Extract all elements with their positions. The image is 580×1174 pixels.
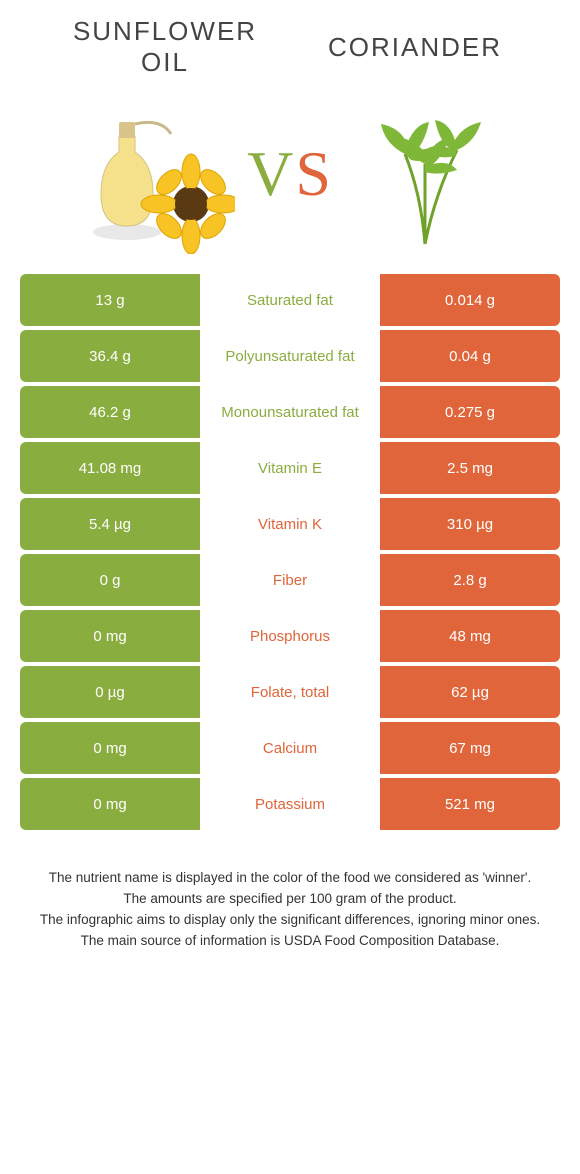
nutrient-label: Saturated fat [200,274,380,326]
right-value: 0.04 g [380,330,560,382]
table-row: 0 g Fiber 2.8 g [20,554,560,606]
table-row: 0 mg Calcium 67 mg [20,722,560,774]
vs-label: VS [247,137,333,211]
vs-s: S [295,138,333,209]
nutrient-label: Calcium [200,722,380,774]
right-food-title: CORIANDER [290,32,540,63]
footer-line: The nutrient name is displayed in the co… [36,868,544,889]
footer-notes: The nutrient name is displayed in the co… [0,834,580,952]
right-value: 48 mg [380,610,560,662]
right-value: 2.5 mg [380,442,560,494]
table-row: 13 g Saturated fat 0.014 g [20,274,560,326]
left-value: 0 g [20,554,200,606]
footer-line: The amounts are specified per 100 gram o… [36,889,544,910]
hero-row: VS [0,88,580,268]
table-row: 5.4 µg Vitamin K 310 µg [20,498,560,550]
left-value: 41.08 mg [20,442,200,494]
left-value: 0 mg [20,610,200,662]
table-row: 0 mg Potassium 521 mg [20,778,560,830]
left-value: 0 mg [20,778,200,830]
right-value: 310 µg [380,498,560,550]
nutrient-label: Vitamin K [200,498,380,550]
left-food-title-line1: SUNFLOWER [73,16,257,46]
nutrient-label: Potassium [200,778,380,830]
table-row: 0 µg Folate, total 62 µg [20,666,560,718]
nutrient-label: Folate, total [200,666,380,718]
nutrient-label: Vitamin E [200,442,380,494]
sunflower-oil-icon [75,94,235,254]
nutrient-label: Fiber [200,554,380,606]
footer-line: The main source of information is USDA F… [36,931,544,952]
left-value: 0 mg [20,722,200,774]
coriander-icon [345,94,505,254]
comparison-table: 13 g Saturated fat 0.014 g 36.4 g Polyun… [20,274,560,830]
right-value: 521 mg [380,778,560,830]
right-value: 62 µg [380,666,560,718]
left-value: 36.4 g [20,330,200,382]
nutrient-label: Monounsaturated fat [200,386,380,438]
right-value: 2.8 g [380,554,560,606]
left-food-title: SUNFLOWER OIL [40,16,290,78]
right-value: 67 mg [380,722,560,774]
left-value: 46.2 g [20,386,200,438]
right-value: 0.275 g [380,386,560,438]
left-value: 13 g [20,274,200,326]
nutrient-label: Polyunsaturated fat [200,330,380,382]
left-food-title-line2: OIL [141,47,189,77]
vs-v: V [247,138,295,209]
left-value: 5.4 µg [20,498,200,550]
footer-line: The infographic aims to display only the… [36,910,544,931]
title-row: SUNFLOWER OIL CORIANDER [0,16,580,88]
table-row: 46.2 g Monounsaturated fat 0.275 g [20,386,560,438]
table-row: 0 mg Phosphorus 48 mg [20,610,560,662]
left-value: 0 µg [20,666,200,718]
nutrient-label: Phosphorus [200,610,380,662]
right-value: 0.014 g [380,274,560,326]
table-row: 41.08 mg Vitamin E 2.5 mg [20,442,560,494]
table-row: 36.4 g Polyunsaturated fat 0.04 g [20,330,560,382]
